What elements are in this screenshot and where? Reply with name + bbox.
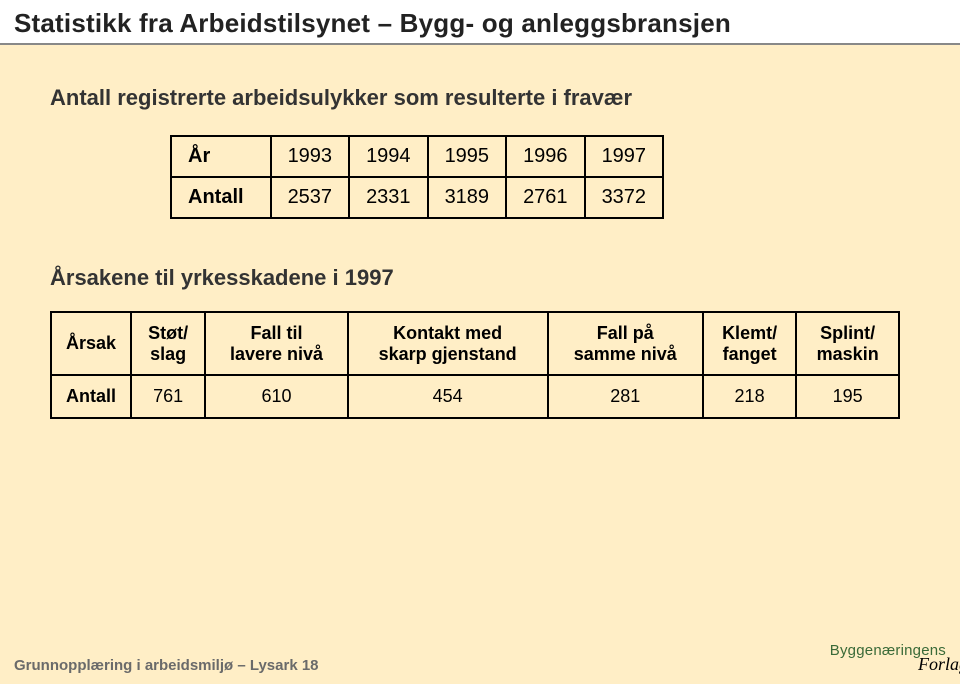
brand-logo: Byggenæringens Forlag [830,644,946,674]
cause-header-5: Splint/maskin [796,312,899,375]
cause-value-5: 195 [796,375,899,418]
cell-count-3: 2761 [506,177,585,218]
cell-count-0: 2537 [271,177,350,218]
cause-header-4: Klemt/fanget [703,312,797,375]
cause-header-2: Kontakt medskarp gjenstand [348,312,548,375]
cause-header-0: Støt/slag [131,312,205,375]
cause-value-1: 610 [205,375,347,418]
cell-year-2: 1995 [428,136,507,177]
cause-value-2: 454 [348,375,548,418]
cause-value-3: 281 [548,375,703,418]
row-label-year: År [171,136,271,177]
cell-year-0: 1993 [271,136,350,177]
cause-value-4: 218 [703,375,797,418]
row-label-count: Antall [171,177,271,218]
table-row: Antall 761 610 454 281 218 195 [51,375,899,418]
cell-year-1: 1994 [349,136,428,177]
cell-year-3: 1996 [506,136,585,177]
cause-header-1: Fall tillavere nivå [205,312,347,375]
cell-count-1: 2331 [349,177,428,218]
accidents-table: År 1993 1994 1995 1996 1997 Antall 2537 … [170,135,664,219]
brand-bottom-text: Forlag [852,656,960,672]
table-row: År 1993 1994 1995 1996 1997 [171,136,663,177]
section2-subtitle: Årsakene til yrkesskadene i 1997 [50,265,910,291]
table-row: Antall 2537 2331 3189 2761 3372 [171,177,663,218]
causes-table: Årsak Støt/slag Fall tillavere nivå Kont… [50,311,900,419]
content-area: Antall registrerte arbeidsulykker som re… [0,45,960,439]
title-bar: Statistikk fra Arbeidstilsynet – Bygg- o… [0,0,960,45]
footer: Grunnopplæring i arbeidsmiljø – Lysark 1… [14,644,946,674]
cause-value-0: 761 [131,375,205,418]
cause-header-3: Fall påsamme nivå [548,312,703,375]
row-label-antall: Antall [51,375,131,418]
cell-count-4: 3372 [585,177,664,218]
section1-subtitle: Antall registrerte arbeidsulykker som re… [50,85,910,111]
table-row: Årsak Støt/slag Fall tillavere nivå Kont… [51,312,899,375]
footer-left-text: Grunnopplæring i arbeidsmiljø – Lysark 1… [14,657,319,674]
page-title: Statistikk fra Arbeidstilsynet – Bygg- o… [14,8,946,39]
header-label: Årsak [51,312,131,375]
cell-year-4: 1997 [585,136,664,177]
cell-count-2: 3189 [428,177,507,218]
